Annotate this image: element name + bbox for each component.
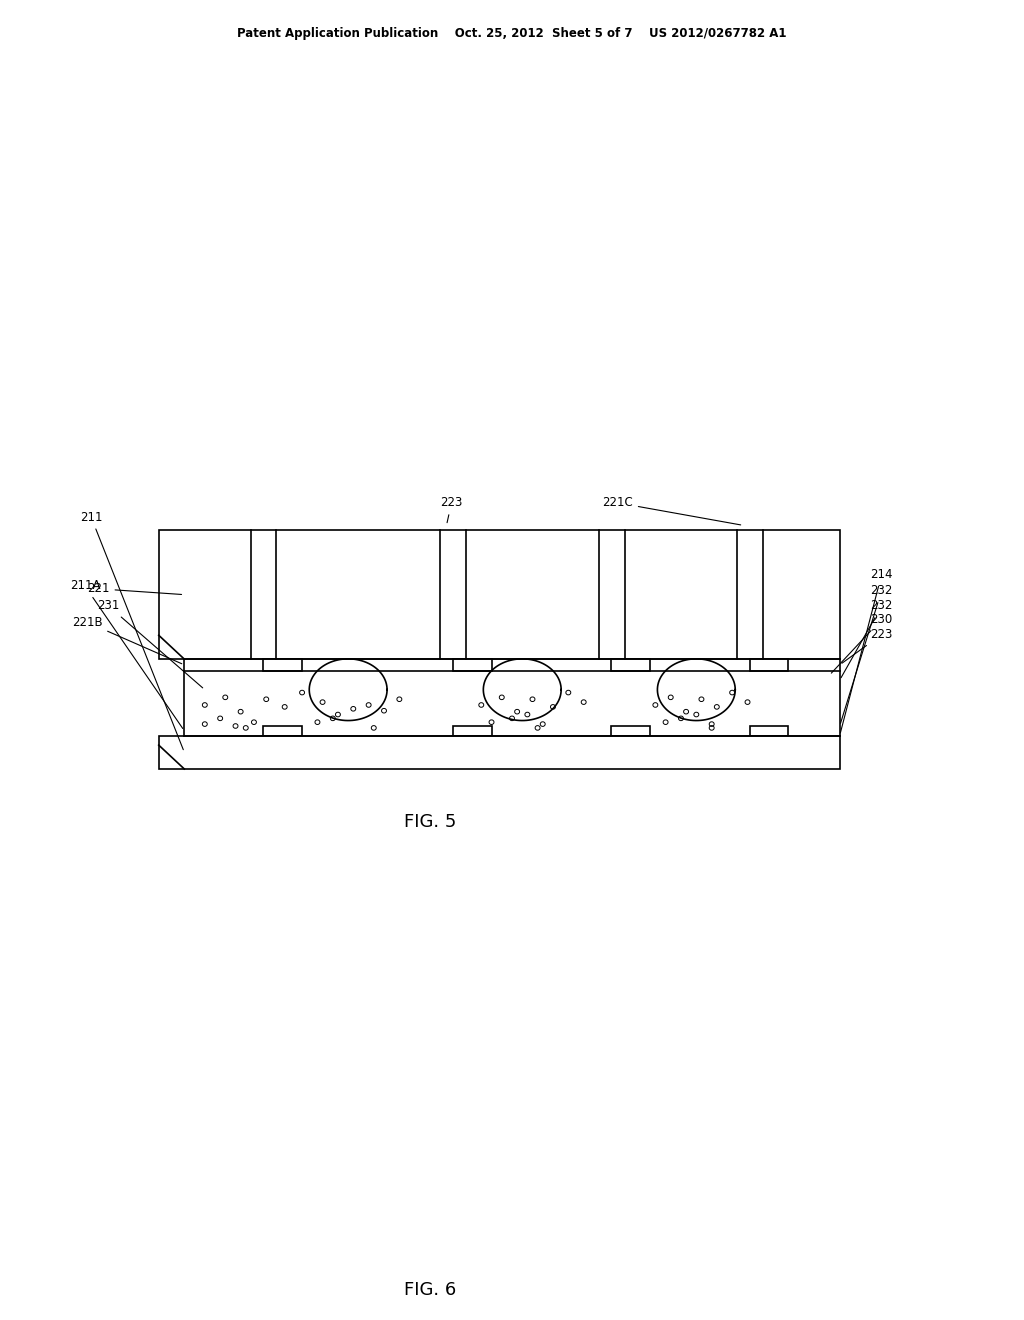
Bar	[750, 1195, 788, 1204]
Text: 223: 223	[842, 628, 893, 663]
Bar	[453, 726, 492, 735]
Bar	[453, 1127, 492, 1139]
Bar	[263, 726, 302, 735]
Text: 214: 214	[841, 568, 893, 733]
Text: 221C: 221C	[602, 496, 740, 525]
Bar	[159, 735, 840, 770]
Bar	[611, 726, 650, 735]
Text: 211: 211	[80, 511, 183, 750]
Bar	[159, 998, 840, 1127]
Text: 232: 232	[841, 599, 893, 677]
Bar	[453, 659, 492, 671]
Text: 211A: 211A	[70, 579, 182, 729]
Bar	[611, 1195, 650, 1204]
Text: Patent Application Publication    Oct. 25, 2012  Sheet 5 of 7    US 2012/0267782: Patent Application Publication Oct. 25, …	[238, 26, 786, 40]
Text: 230: 230	[831, 612, 893, 673]
Bar	[263, 1127, 302, 1139]
Bar	[611, 659, 650, 671]
Text: 223: 223	[440, 496, 463, 523]
Bar	[263, 659, 302, 671]
Bar	[750, 726, 788, 735]
Bar	[263, 1195, 302, 1204]
Text: FIG. 5: FIG. 5	[403, 813, 457, 830]
Bar	[159, 531, 840, 659]
Bar	[611, 1127, 650, 1139]
Bar	[453, 1195, 492, 1204]
Text: FIG. 6: FIG. 6	[403, 1280, 457, 1299]
Bar	[159, 1204, 840, 1237]
Text: 231: 231	[97, 599, 203, 688]
Text: 232: 232	[841, 585, 893, 723]
Text: 221B: 221B	[72, 615, 182, 664]
Bar	[750, 659, 788, 671]
Bar	[750, 1127, 788, 1139]
Text: 221: 221	[87, 582, 181, 595]
